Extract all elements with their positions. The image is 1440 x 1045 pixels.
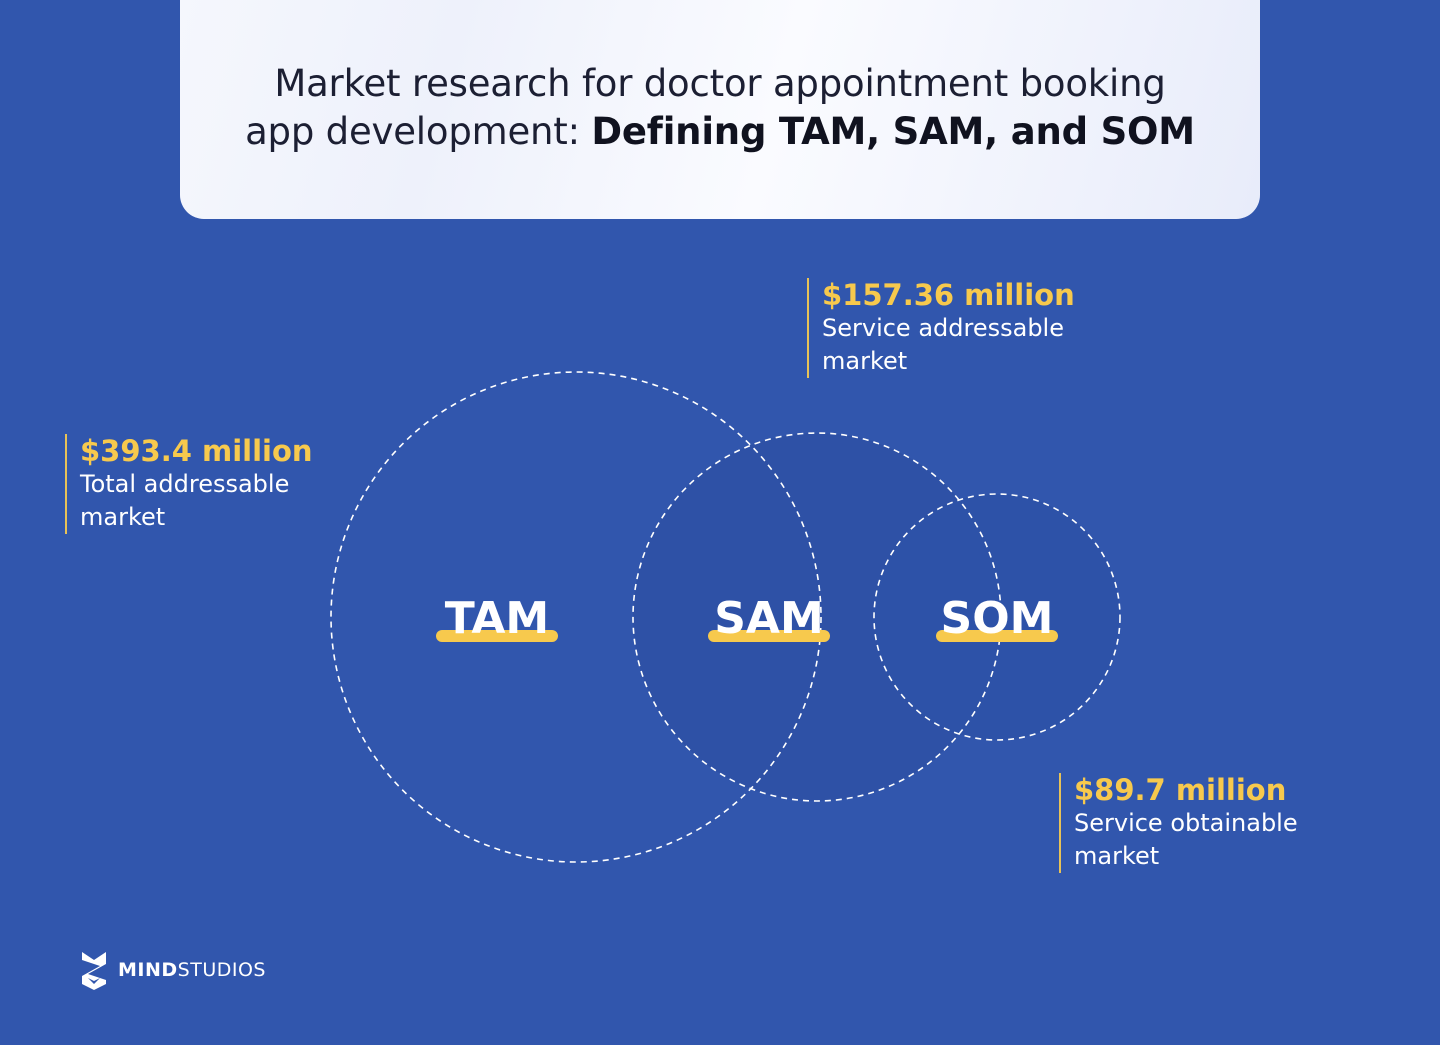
- som-circle-fill: [874, 494, 1120, 740]
- mind-studios-logo-icon: [82, 952, 106, 990]
- brand-name: MINDSTUDIOS: [118, 959, 266, 981]
- sam-label: SAM: [714, 593, 824, 644]
- title-line-2: app development:: [245, 109, 592, 153]
- tam-callout: $393.4 million Total addressable market: [65, 434, 350, 534]
- sam-callout: $157.36 million Service addressable mark…: [807, 278, 1092, 378]
- brand-name-regular: STUDIOS: [177, 959, 266, 981]
- sam-description: Service addressable market: [822, 314, 1064, 375]
- tam-value: $393.4 million: [80, 434, 313, 468]
- sam-circle-fill: [633, 433, 1001, 801]
- tam-description: Total addressable market: [80, 470, 290, 531]
- som-circle: [873, 493, 1121, 741]
- sam-underline: [708, 630, 830, 642]
- sam-circle: [632, 432, 1002, 802]
- som-underline: [936, 630, 1058, 642]
- page-title: Market research for doctor appointment b…: [245, 60, 1195, 156]
- brand-logo: MINDSTUDIOS: [80, 950, 266, 990]
- som-value: $89.7 million: [1074, 773, 1287, 807]
- brand-name-bold: MIND: [118, 959, 178, 981]
- tam-circle: [330, 371, 822, 863]
- title-bold-part: Defining TAM, SAM, and SOM: [591, 109, 1195, 153]
- title-line-1: Market research for doctor appointment b…: [274, 61, 1166, 105]
- som-description: Service obtainable market: [1074, 809, 1298, 870]
- tam-underline: [436, 630, 558, 642]
- title-card: Market research for doctor appointment b…: [180, 0, 1260, 219]
- som-label: SOM: [941, 593, 1054, 644]
- sam-value: $157.36 million: [822, 278, 1075, 312]
- som-callout: $89.7 million Service obtainable market: [1059, 773, 1344, 873]
- tam-label: TAM: [445, 593, 549, 644]
